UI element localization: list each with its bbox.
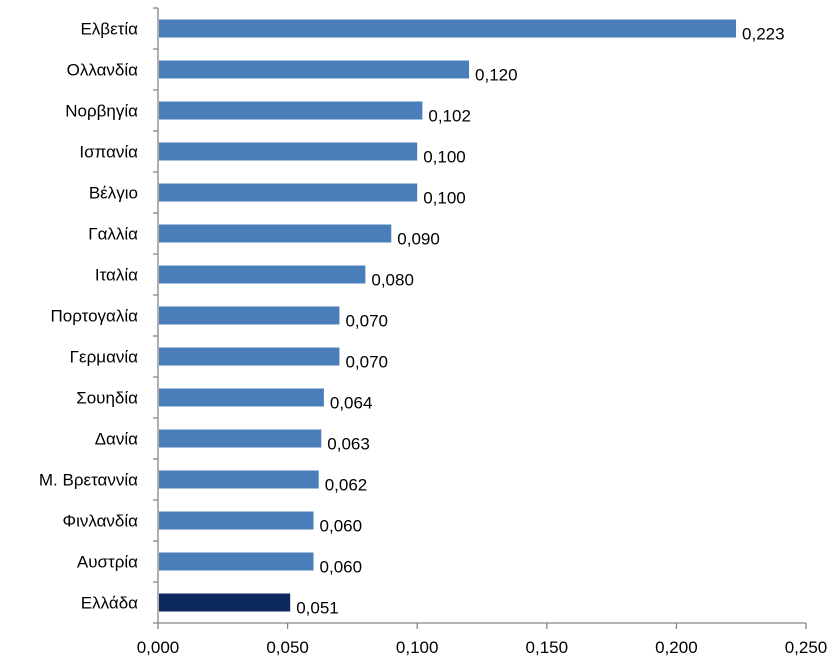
x-tick-label: 0,250 [785, 638, 828, 657]
x-tick-label: 0,200 [655, 638, 698, 657]
axes-group [153, 7, 807, 629]
bar [159, 60, 470, 79]
bar [159, 470, 319, 489]
category-label: Πορτογαλία [50, 307, 138, 326]
value-label: 0,063 [327, 435, 370, 454]
value-label: 0,060 [320, 517, 363, 536]
x-tick-label: 0,000 [137, 638, 180, 657]
value-label: 0,064 [330, 394, 373, 413]
value-label: 0,102 [428, 107, 471, 126]
x-tick-label: 0,150 [526, 638, 569, 657]
category-label: Μ. Βρεταννία [39, 471, 138, 490]
category-label: Αυστρία [77, 553, 138, 572]
x-tick-labels-group: 0,000 0,050 0,100 0,150 0,200 0,250 [137, 638, 828, 657]
bar [159, 224, 392, 243]
category-label: Ελβετία [80, 20, 138, 39]
value-label: 0,080 [371, 271, 414, 290]
value-label: 0,090 [397, 230, 440, 249]
bar [159, 388, 324, 407]
bar [159, 347, 340, 366]
value-labels-group: 0,223 0,120 0,102 0,100 0,100 0,090 0,080 0,070… [296, 25, 784, 618]
bars-group [159, 19, 737, 612]
category-labels-group: Ελβετία Ολλανδία Νορβηγία Ισπανία Βέλγιο Γαλλ… [39, 20, 138, 613]
bar [159, 142, 418, 161]
bar [159, 183, 418, 202]
value-label: 0,100 [423, 189, 466, 208]
x-tick-label: 0,050 [266, 638, 309, 657]
category-label: Βέλγιο [89, 184, 138, 203]
bar [159, 511, 314, 530]
x-tick-label: 0,100 [396, 638, 439, 657]
category-label: Ισπανία [79, 143, 138, 162]
category-label: Νορβηγία [65, 102, 138, 121]
value-label: 0,060 [320, 558, 363, 577]
value-label: 0,100 [423, 148, 466, 167]
category-label: Σουηδία [76, 389, 138, 408]
value-label: 0,062 [325, 476, 368, 495]
bar [159, 552, 314, 571]
bar [159, 101, 423, 120]
category-label: Γερμανία [70, 348, 139, 367]
value-label: 0,070 [345, 312, 388, 331]
category-label: Δανία [95, 430, 138, 449]
category-label: Γαλλία [88, 225, 138, 244]
value-label: 0,120 [475, 66, 518, 85]
bar [159, 593, 291, 612]
category-label: Ελλάδα [81, 594, 138, 613]
value-label: 0,051 [296, 599, 339, 618]
category-label: Ιταλία [95, 266, 138, 285]
bar [159, 306, 340, 325]
bar [159, 19, 737, 38]
category-label: Ολλανδία [67, 61, 139, 80]
bar [159, 265, 366, 284]
value-label: 0,223 [742, 25, 785, 44]
category-label: Φινλανδία [63, 512, 139, 531]
value-label: 0,070 [345, 353, 388, 372]
bar [159, 429, 322, 448]
